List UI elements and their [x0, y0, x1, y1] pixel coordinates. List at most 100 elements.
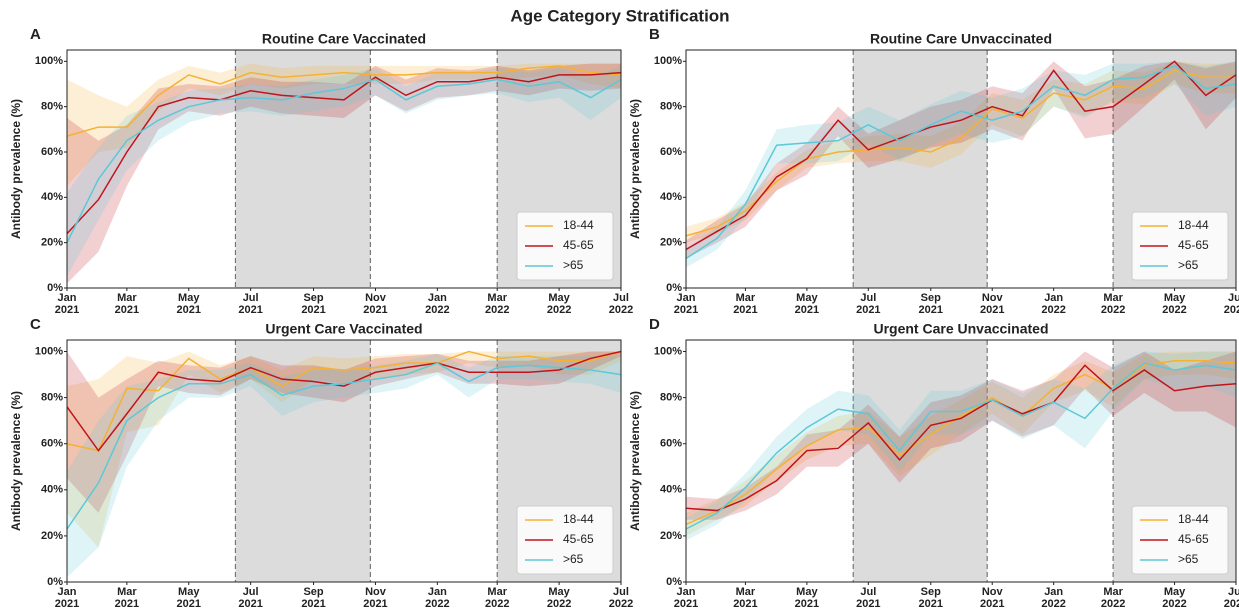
x-tick-label: Jan 2022 [425, 292, 449, 316]
y-tick-label: 100% [654, 55, 682, 67]
x-tick-label: May 2022 [547, 586, 571, 610]
shaded-period [853, 50, 988, 288]
x-tick-label: Jul 2021 [856, 586, 880, 610]
plot-frame [66, 49, 622, 289]
series-line [66, 350, 622, 452]
y-axis-label: Antibody prevalence (%) [9, 99, 23, 239]
legend: 18-44 45-65 >65 [516, 211, 614, 281]
x-tick-label: Nov 2021 [363, 586, 387, 610]
x-tick-label: Mar 2021 [115, 586, 139, 610]
x-tick-label: May 2021 [795, 292, 819, 316]
shaded-period [853, 340, 988, 582]
panel: 0% 20% 40% 60% 80% 100% Jan 2021 Mar 2021 May 2021 J… [628, 316, 1239, 610]
x-tick-label: May 2022 [1162, 586, 1186, 610]
series-line [66, 71, 622, 235]
legend: 18-44 45-65 >65 [516, 505, 614, 575]
x-tick-label: Jan 2022 [1041, 292, 1065, 316]
legend-label: 18-44 [563, 512, 594, 526]
legend-label: >65 [1178, 552, 1199, 566]
legend-box [1131, 505, 1229, 575]
series-line [66, 362, 622, 530]
legend-label: 18-44 [563, 218, 594, 232]
legend: 18-44 45-65 >65 [1131, 211, 1229, 281]
confidence-band [67, 351, 621, 548]
x-tick-label: Nov 2021 [980, 586, 1004, 610]
legend-label: 45-65 [1178, 532, 1209, 546]
x-tick-label: Mar 2021 [115, 292, 139, 316]
legend-box [1131, 211, 1229, 281]
x-tick-label: Nov 2021 [980, 292, 1004, 316]
y-tick-label: 20% [41, 530, 63, 542]
confidence-band [686, 351, 1236, 541]
y-tick-label: 20% [660, 237, 682, 249]
x-tick-label: May 2021 [177, 586, 201, 610]
y-tick-label: 60% [41, 146, 63, 158]
x-tick-label: Nov 2021 [363, 292, 387, 316]
y-axis-label: Antibody prevalence (%) [9, 391, 23, 531]
series-line [66, 350, 622, 452]
x-tick-label: Sep 2021 [919, 292, 943, 316]
panel-label: A [30, 26, 41, 43]
x-tick-label: Mar 2021 [733, 292, 757, 316]
panel: 0% 20% 40% 60% 80% 100% Jan 2021 Mar 2021 May 2021 J… [9, 316, 633, 610]
y-tick-label: 0% [47, 282, 63, 294]
confidence-band [686, 61, 1236, 259]
legend-box [516, 211, 614, 281]
panel-title: Routine Care Vaccinated [262, 31, 426, 47]
panel: 0% 20% 40% 60% 80% 100% Jan 2021 Mar 2021 May 2021 J… [628, 26, 1239, 316]
legend-label: 45-65 [1178, 238, 1209, 252]
y-tick-label: 0% [47, 576, 63, 588]
legend-box [516, 505, 614, 575]
x-tick-label: Jul 2021 [238, 586, 262, 610]
y-tick-label: 40% [660, 484, 682, 496]
legend: 18-44 45-65 >65 [1131, 505, 1229, 575]
panel-label: B [649, 26, 660, 43]
y-tick-label: 20% [41, 237, 63, 249]
legend-label: 18-44 [1178, 218, 1209, 232]
x-tick-label: Jan 2021 [674, 586, 698, 610]
x-tick-label: Jan 2021 [674, 292, 698, 316]
x-tick-label: Jan 2022 [425, 586, 449, 610]
series-line [66, 65, 622, 137]
panel: 0% 20% 40% 60% 80% 100% Jan 2021 Mar 2021 May 2021 J… [9, 26, 633, 316]
x-tick-label: Mar 2022 [1101, 292, 1125, 316]
x-tick-label: Sep 2021 [301, 586, 325, 610]
x-tick-label: Mar 2022 [485, 586, 509, 610]
x-tick-label: May 2022 [547, 292, 571, 316]
x-tick-label: Mar 2022 [485, 292, 509, 316]
y-tick-label: 80% [41, 101, 63, 113]
panel-title: Urgent Care Unvaccinated [873, 321, 1048, 337]
plot-frame [685, 49, 1237, 289]
confidence-band [686, 61, 1236, 268]
y-tick-label: 0% [666, 576, 682, 588]
series-line [685, 364, 1237, 512]
y-tick-label: 20% [660, 530, 682, 542]
x-tick-label: Mar 2022 [1101, 586, 1125, 610]
series-line [685, 362, 1237, 530]
y-tick-label: 100% [35, 345, 63, 357]
plot-frame [685, 339, 1237, 583]
y-tick-label: 60% [41, 438, 63, 450]
legend-label: 18-44 [1178, 512, 1209, 526]
figure-title: Age Category Stratification [510, 6, 729, 25]
y-tick-label: 60% [660, 146, 682, 158]
panel-title: Urgent Care Vaccinated [265, 321, 422, 337]
series-line [66, 78, 622, 244]
confidence-band [686, 351, 1236, 520]
legend-label: >65 [563, 552, 584, 566]
legend-label: 45-65 [563, 238, 594, 252]
y-tick-label: 40% [41, 484, 63, 496]
panel-title: Routine Care Unvaccinated [870, 31, 1052, 47]
confidence-band [686, 351, 1236, 536]
shaded-period [235, 50, 371, 288]
x-tick-label: Sep 2021 [919, 586, 943, 610]
y-tick-label: 40% [41, 191, 63, 203]
confidence-band [67, 63, 621, 186]
x-tick-label: Jul 2021 [238, 292, 262, 316]
series-line [685, 359, 1237, 526]
confidence-band [67, 351, 621, 513]
